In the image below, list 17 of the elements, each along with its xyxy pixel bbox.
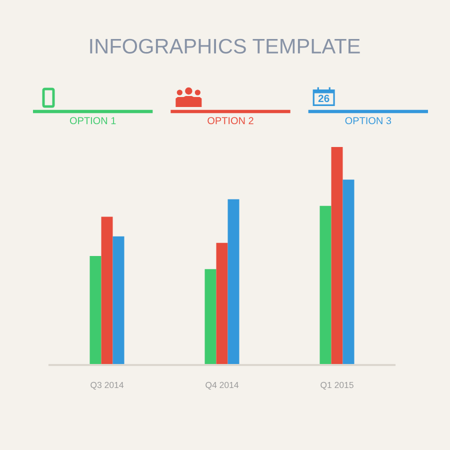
x-tick-label: Q3 2014 (90, 382, 124, 390)
bar (216, 242, 228, 365)
text: OPTION 2 (208, 117, 254, 124)
bar (228, 199, 240, 365)
bar (320, 206, 332, 365)
text: 26 (318, 94, 330, 102)
text: OPTION 1 (70, 117, 116, 124)
x-tick-label: Q1 2015 (320, 382, 354, 390)
bar (331, 146, 343, 365)
x-tick-label: Q4 2014 (206, 382, 239, 390)
text: OPTION 3 (345, 117, 392, 124)
bar (342, 180, 354, 365)
bar (112, 236, 124, 365)
bar (204, 269, 216, 365)
bar (101, 216, 113, 365)
chart-title: INFOGRAPHICS TEMPLATE (90, 38, 360, 54)
bar (90, 256, 102, 365)
